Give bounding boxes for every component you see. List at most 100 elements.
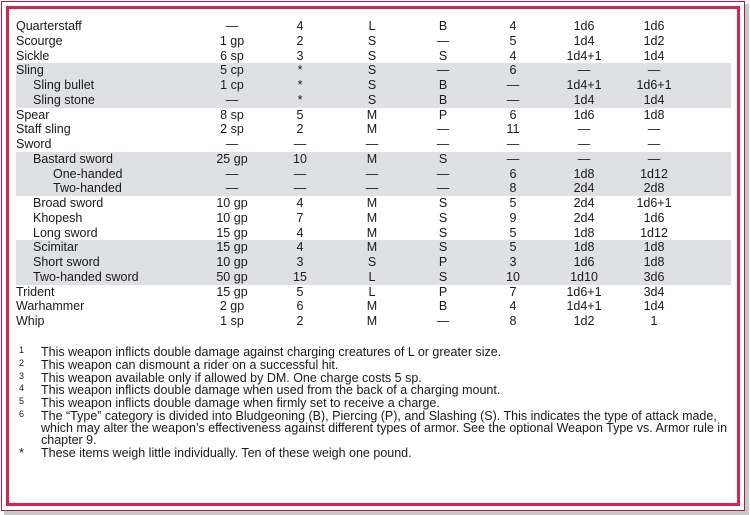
weapon-name: Sword — [16, 137, 52, 151]
weight-cell: 15 — [293, 269, 307, 284]
damage-l-cell: 1d12 — [640, 225, 668, 240]
speed-factor-cell: 3 — [509, 255, 517, 269]
damage-l-cell: 1d6 — [643, 19, 665, 33]
size-cell: S — [367, 92, 377, 107]
cost-cell: 1 gp — [219, 33, 245, 48]
size-cell: M — [366, 122, 378, 137]
damage-l-cell: 1d6+1 — [636, 196, 672, 210]
speed-factor-cell: 4 — [509, 48, 517, 63]
size-cell: M — [366, 210, 378, 225]
table-row: Broad sword 10 gp 4 M S 5 2d4 1d6+1 — [16, 196, 731, 211]
type-cell: — — [436, 181, 450, 196]
weight-cell: * — [297, 92, 303, 107]
type-cell: P — [438, 107, 448, 122]
size-cell: — — [365, 181, 379, 196]
speed-factor-cell: — — [506, 137, 520, 151]
damage-sm-cell: 2d4 — [573, 181, 595, 196]
weapon-name: Sling — [16, 63, 44, 78]
table-row: Scourge 1 gp 2 S — 5 1d4 1d2 — [16, 34, 731, 49]
footnote: 2 This weapon can dismount a rider on a s… — [19, 358, 731, 371]
damage-sm-cell: 1d4 — [573, 33, 595, 48]
weight-cell: — — [293, 166, 307, 181]
footnotes: 1 This weapon inflicts double damage agai… — [19, 345, 731, 460]
cost-cell: 15 gp — [216, 225, 248, 240]
size-cell: M — [366, 299, 378, 314]
page-frame-inner — [6, 6, 740, 506]
type-cell: B — [438, 299, 448, 314]
type-cell: — — [436, 33, 450, 48]
weight-cell: 5 — [296, 284, 304, 299]
table-row: Two-handed — — — — 8 2d4 2d8 — [16, 181, 731, 196]
weapons-table: Quarterstaff —4 L B 4 1d6 1d6 Scourge 1 gp 2 S —5 1d… — [16, 19, 731, 329]
weight-cell: 4 — [296, 240, 304, 255]
table-row: Sword — — — — — — — — [16, 137, 731, 152]
weight-cell: 2 — [296, 33, 304, 48]
type-cell: — — [436, 63, 450, 78]
size-cell: S — [367, 78, 377, 92]
size-cell: L — [368, 19, 376, 33]
size-cell: L — [368, 269, 376, 284]
weapon-name: Khopesh — [33, 210, 83, 225]
damage-l-cell: — — [647, 151, 661, 166]
type-cell: B — [438, 92, 448, 107]
weapon-name: Quarterstaff — [16, 19, 82, 33]
speed-factor-cell: — — [506, 78, 520, 92]
table-row: Scimitar 15 gp 4 M S 5 1d8 1d8 — [16, 240, 731, 255]
footnote-text: This weapon inflicts double damage when … — [41, 383, 501, 398]
footnote-text: This weapon inflicts double damage when … — [41, 396, 440, 411]
speed-factor-cell: 6 — [509, 166, 517, 181]
speed-factor-cell: 5 — [509, 33, 517, 48]
size-cell: M — [366, 107, 378, 122]
weapon-name: Sling stone — [33, 92, 95, 107]
table-row: Sickle 6 sp 3 S S 4 1d4+1 1d4 — [16, 49, 731, 64]
damage-l-cell: 1d4 — [643, 92, 665, 107]
weight-cell: — — [293, 181, 307, 196]
table-row: Trident 15 gp 5 L P 7 1d6+1 3d4 — [16, 285, 731, 300]
footnote: 6 The “Type” category is divided into Blu… — [19, 409, 731, 447]
speed-factor-cell: — — [506, 151, 520, 166]
cost-cell: 8 sp — [220, 107, 244, 122]
speed-factor-cell: 4 — [509, 19, 517, 33]
table-row: Quarterstaff — 4 L B 4 1d6 1d6 — [16, 19, 731, 34]
type-cell: — — [436, 166, 450, 181]
table-row: One-handed — — — — 6 1d8 1d12 — [16, 166, 731, 182]
weapon-name: One-handed — [53, 166, 123, 181]
damage-sm-cell: 2d4 — [573, 210, 595, 225]
weight-cell: 2 — [296, 314, 304, 328]
table-row: Short sword 10 gp 3 S P 3 1d6 1d8 — [16, 255, 731, 270]
type-cell: B — [438, 78, 448, 92]
damage-l-cell: 1d6 — [643, 210, 665, 225]
damage-l-cell: 1d6+1 — [636, 78, 672, 92]
damage-l-cell: 1d4 — [643, 299, 665, 314]
cost-cell: 25 gp — [216, 151, 248, 166]
speed-factor-cell: 9 — [509, 210, 517, 225]
weapon-name: Whip — [16, 314, 45, 328]
damage-l-cell: 1 — [650, 314, 658, 328]
size-cell: S — [367, 63, 377, 78]
damage-sm-cell: 1d10 — [570, 269, 598, 284]
table-row: Whip 1 sp 2 M — 8 1d2 1 — [16, 314, 731, 329]
type-cell: P — [438, 284, 448, 299]
size-cell: M — [366, 225, 378, 240]
size-cell: M — [366, 151, 378, 166]
cost-cell: 15 gp — [216, 240, 248, 255]
type-cell: S — [438, 196, 448, 210]
damage-l-cell: 1d2 — [643, 33, 665, 48]
weight-cell: * — [297, 78, 303, 92]
damage-l-cell: 1d8 — [643, 240, 665, 255]
damage-sm-cell: 1d2 — [573, 314, 595, 328]
damage-sm-cell: 2d4 — [573, 196, 595, 210]
speed-factor-cell: 5 — [509, 196, 517, 210]
weapon-name: Spear — [16, 107, 50, 122]
speed-factor-cell: 6 — [509, 63, 517, 78]
size-cell: M — [366, 240, 378, 255]
type-cell: B — [438, 19, 448, 33]
size-cell: L — [368, 284, 376, 299]
cost-cell: — — [225, 92, 239, 107]
damage-l-cell: 2d8 — [643, 181, 665, 196]
frame-shadow-bottom — [4, 511, 749, 515]
weight-cell: 3 — [296, 48, 304, 63]
type-cell: — — [436, 122, 450, 137]
damage-l-cell: 1d8 — [643, 255, 665, 269]
footnote-text: This weapon available only if allowed by… — [41, 370, 422, 385]
